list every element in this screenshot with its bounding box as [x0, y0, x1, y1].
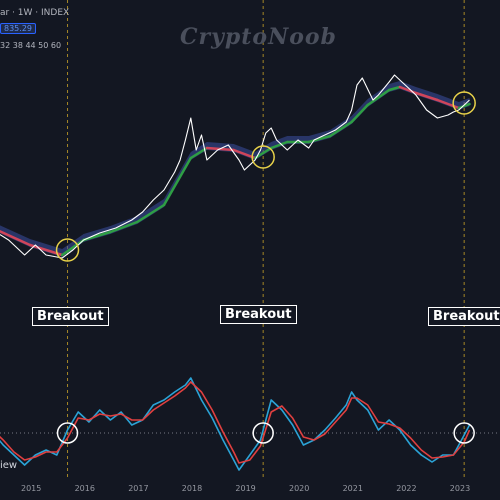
- x-tick-label: 2021: [342, 484, 363, 493]
- oscillator-circle-1: [56, 422, 79, 444]
- x-tick-label: 2018: [181, 484, 203, 493]
- oscillator-series-2: [0, 381, 471, 464]
- ma-ribbon-segment: [457, 102, 471, 110]
- ma-ribbon-segment: [253, 146, 273, 160]
- breakout-label-1: Breakout: [32, 307, 109, 326]
- x-tick-label: 2017: [128, 484, 149, 493]
- x-tick-label: 2020: [289, 484, 310, 493]
- ma-ribbon-segment: [60, 238, 85, 257]
- ma-ribbon-segment: [328, 120, 353, 138]
- ma-ribbon-segment: [366, 88, 391, 107]
- x-tick-label: 2019: [235, 484, 256, 493]
- price-badge: 835.29: [0, 23, 36, 34]
- ma-ribbon-segment: [269, 140, 289, 150]
- ma-lengths: 32 38 44 50 60: [0, 41, 62, 50]
- oscillator-circle-3: [453, 422, 475, 444]
- watermark: CryptoNoob: [180, 24, 337, 50]
- x-tick-label: 2016: [74, 484, 95, 493]
- x-tick-label: 2023: [449, 484, 471, 493]
- symbol-header: ar · 1W · INDEX: [0, 8, 70, 18]
- oscillator-circle-2: [252, 422, 274, 444]
- ma-ribbon-segment: [109, 220, 139, 234]
- oscillator-series-1: [0, 377, 471, 471]
- breakout-circle-1: [55, 238, 80, 262]
- ma-ribbon-segment: [82, 230, 112, 242]
- ma-ribbon-segment: [135, 203, 166, 224]
- breakout-label-3: Breakout: [428, 307, 500, 326]
- oscillator-label: iew: [0, 460, 18, 471]
- x-tick-label: 2015: [21, 484, 42, 493]
- breakout-label-2: Breakout: [220, 305, 297, 324]
- x-tick-label: 2022: [396, 484, 417, 493]
- price-line: [0, 74, 470, 259]
- ma-ribbon-segment: [307, 134, 332, 144]
- breakout-circle-3: [452, 91, 476, 115]
- ma-ribbon-segment: [414, 91, 439, 102]
- ma-ribbon-fill: [0, 81, 470, 257]
- ma-ribbon-segment: [0, 230, 32, 247]
- ma-ribbon-segment: [162, 156, 193, 207]
- ma-ribbon-segment: [350, 103, 369, 124]
- ma-ribbon-segment: [387, 85, 402, 92]
- ma-ribbon-segment: [436, 98, 461, 110]
- breakout-circle-2: [251, 145, 275, 169]
